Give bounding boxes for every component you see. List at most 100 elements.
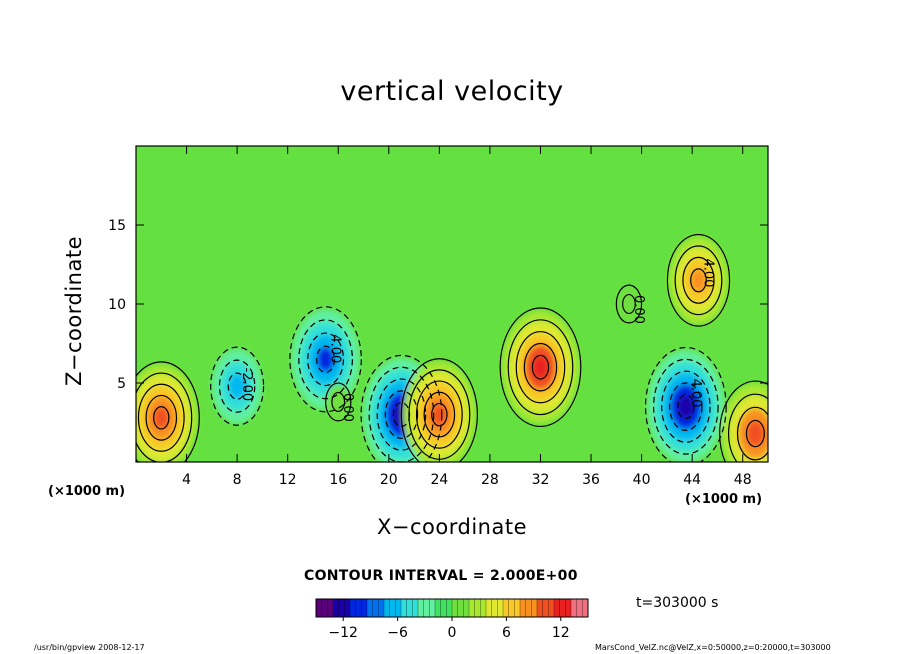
x-tick-label: 4 xyxy=(182,472,191,488)
colorbar-swatch xyxy=(553,598,561,618)
x-tick-label: 48 xyxy=(734,472,752,488)
contour-line xyxy=(677,394,695,420)
time-readout: t=303000 s xyxy=(636,595,719,611)
colorbar-swatch xyxy=(519,598,527,618)
x-tick-label: 24 xyxy=(430,472,448,488)
x-tick-label: 8 xyxy=(233,472,242,488)
colorbar-swatch xyxy=(355,598,362,618)
contour-line xyxy=(316,345,336,374)
colorbar-swatch xyxy=(582,598,589,618)
x-tick-label: 12 xyxy=(279,472,297,488)
colorbar-swatch xyxy=(383,598,391,618)
contour-line xyxy=(736,406,768,461)
colorbar-swatch xyxy=(525,598,532,618)
colorbar-swatch xyxy=(429,598,436,618)
contour-line xyxy=(499,307,582,428)
colorbar-swatch xyxy=(372,598,379,618)
contour-line xyxy=(136,361,200,462)
colorbar-swatch xyxy=(559,598,566,618)
colorbar-swatch xyxy=(315,598,323,618)
contour-line xyxy=(666,233,731,327)
colorbar-swatch xyxy=(536,598,544,618)
chart-title: vertical velocity xyxy=(340,76,564,107)
colorbar-swatch xyxy=(514,598,521,618)
feature-blob-9 xyxy=(691,269,706,292)
contour-line xyxy=(227,372,247,400)
colorbar-swatch xyxy=(440,598,447,618)
colorbar-swatch xyxy=(542,598,549,618)
contour-line xyxy=(719,380,768,462)
colorbar-swatch xyxy=(332,598,340,618)
contour-line xyxy=(307,332,345,387)
colorbar-swatch xyxy=(485,598,493,618)
colorbar-swatch xyxy=(321,598,328,618)
y-tick-label: 15 xyxy=(108,218,126,234)
colorbar-swatch xyxy=(389,598,396,618)
contour-label: 4.00 xyxy=(328,334,343,363)
plot-area: -2.00 4.00 0.00 0.00 4.00 4.00 xyxy=(136,146,768,462)
contour-label: 0.00 xyxy=(340,393,355,422)
feature-blob-6 xyxy=(532,355,549,379)
contour-line xyxy=(615,284,643,324)
colorbar-tick-label: 12 xyxy=(552,625,570,641)
colorbar-swatch xyxy=(548,598,555,618)
colorbar-swatch xyxy=(463,598,470,618)
feature-blob-10 xyxy=(746,421,764,447)
contour-line xyxy=(515,331,566,404)
colorbar-swatch xyxy=(423,598,430,618)
colorbar-swatch xyxy=(366,598,374,618)
colorbar-swatch xyxy=(491,598,498,618)
contour-line xyxy=(415,380,463,449)
colorbar-tick-label: −12 xyxy=(328,625,358,641)
contour-line xyxy=(622,293,636,315)
contour-line xyxy=(331,391,346,413)
colorbar-swatch xyxy=(400,598,408,618)
contour-label: 0.00 xyxy=(631,295,646,324)
contour-line xyxy=(136,372,193,462)
colorbar-swatch xyxy=(417,598,425,618)
y-tick-label: 10 xyxy=(108,297,126,313)
footer-program-date: /usr/bin/gpview 2008-12-17 xyxy=(34,643,145,652)
contour-line xyxy=(400,358,478,462)
colorbar-swatch xyxy=(474,598,481,618)
contour-label: 4.00 xyxy=(688,379,703,408)
colorbar-swatch xyxy=(412,598,419,618)
contour-line xyxy=(325,382,352,422)
colorbar-swatch xyxy=(446,598,453,618)
colorbar-tick-label: 0 xyxy=(448,625,457,641)
colorbar-swatch xyxy=(576,598,583,618)
colorbar-swatch xyxy=(349,598,357,618)
feature-blob-7 xyxy=(622,295,635,313)
colorbar-swatch xyxy=(570,598,578,618)
y-tick-label: 5 xyxy=(117,376,126,392)
contour-line xyxy=(384,390,419,439)
colorbar-swatch xyxy=(451,598,459,618)
contour-line xyxy=(674,245,723,316)
contour-line xyxy=(745,419,765,448)
feature-blob-8 xyxy=(678,395,694,418)
contour-line xyxy=(376,378,427,451)
x-tick-label: 32 xyxy=(532,472,550,488)
contour-line xyxy=(145,394,178,441)
contour-line xyxy=(360,354,443,462)
colorbar-swatch xyxy=(361,598,368,618)
contour-line xyxy=(661,370,711,443)
contour-line xyxy=(137,383,185,452)
x-tick-label: 20 xyxy=(380,472,398,488)
x-unit-label-left: (×1000 m) xyxy=(48,484,126,499)
colorbar-swatch xyxy=(434,598,442,618)
feature-blob-2 xyxy=(317,346,335,372)
colorbar-tick-label: −6 xyxy=(387,625,408,641)
contour-line xyxy=(210,346,265,426)
colorbar-swatch xyxy=(344,598,351,618)
contour-line xyxy=(690,268,707,293)
x-tick-label: 44 xyxy=(683,472,701,488)
contour-label: 4.00 xyxy=(700,259,715,288)
colorbar-swatch xyxy=(338,598,345,618)
feature-blob-0 xyxy=(154,407,169,429)
colorbar-swatch xyxy=(395,598,402,618)
feature-blob-5 xyxy=(432,403,447,426)
x-unit-label-right: (×1000 m) xyxy=(685,492,763,507)
colorbar-swatch xyxy=(327,598,334,618)
